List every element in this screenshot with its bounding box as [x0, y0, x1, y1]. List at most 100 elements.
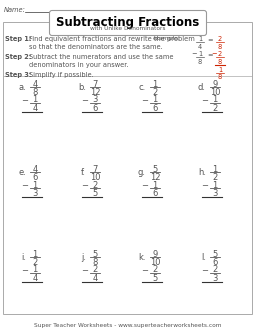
Text: 5: 5: [212, 250, 217, 259]
Text: =: =: [207, 52, 212, 58]
Text: g.: g.: [137, 168, 146, 177]
Text: 9: 9: [152, 250, 157, 259]
Text: 1: 1: [197, 51, 201, 57]
Text: −: −: [21, 267, 28, 276]
Text: Super Teacher Worksheets - www.superteacherworksheets.com: Super Teacher Worksheets - www.superteac…: [34, 323, 220, 328]
Text: −: −: [21, 96, 28, 106]
Text: 1: 1: [217, 67, 221, 73]
Text: −: −: [141, 96, 148, 106]
Bar: [3, 22, 251, 314]
Text: Name:: Name:: [4, 7, 26, 13]
Text: 9: 9: [212, 80, 217, 89]
Text: 1: 1: [32, 181, 38, 189]
Text: 2: 2: [152, 266, 157, 275]
Text: Simplify if possible.: Simplify if possible.: [29, 72, 93, 78]
Text: −: −: [81, 182, 88, 190]
Text: −: −: [201, 96, 208, 106]
Text: −: −: [190, 51, 196, 57]
Text: 10: 10: [149, 258, 160, 267]
Text: 6: 6: [152, 189, 157, 198]
Text: 5: 5: [152, 274, 157, 283]
Text: Find equivalent fractions and rewrite the problem: Find equivalent fractions and rewrite th…: [29, 36, 194, 42]
Text: 5: 5: [92, 189, 97, 198]
Text: 1: 1: [152, 95, 157, 105]
Text: a.: a.: [18, 83, 26, 92]
Text: 1: 1: [32, 95, 38, 105]
Text: h.: h.: [197, 168, 205, 177]
Text: 2: 2: [217, 36, 221, 42]
Text: 1: 1: [212, 165, 217, 174]
Text: f.: f.: [81, 168, 86, 177]
Text: d.: d.: [197, 83, 205, 92]
Text: 8: 8: [217, 59, 221, 65]
Text: k.: k.: [138, 253, 146, 262]
Text: −: −: [141, 182, 148, 190]
Text: 1: 1: [212, 181, 217, 189]
Text: −: −: [81, 267, 88, 276]
Text: 1: 1: [197, 36, 201, 42]
Text: with Unlike Denominators: with Unlike Denominators: [90, 26, 165, 31]
Text: 1: 1: [152, 80, 157, 89]
Text: 6: 6: [152, 104, 157, 113]
Text: 7: 7: [92, 165, 97, 174]
Text: b.: b.: [78, 83, 86, 92]
Text: 3: 3: [212, 274, 217, 283]
Text: 8: 8: [217, 74, 221, 80]
Text: 3: 3: [32, 189, 38, 198]
Text: 10: 10: [89, 173, 100, 182]
FancyBboxPatch shape: [49, 11, 206, 36]
Text: 4: 4: [197, 44, 201, 50]
Text: 2: 2: [212, 104, 217, 113]
Text: 3: 3: [92, 95, 97, 105]
Text: l.: l.: [200, 253, 205, 262]
Text: 2: 2: [92, 266, 97, 275]
Text: 4: 4: [32, 274, 38, 283]
Text: −: −: [81, 96, 88, 106]
Text: −: −: [201, 267, 208, 276]
Text: 4: 4: [92, 274, 97, 283]
Text: 5: 5: [152, 165, 157, 174]
Text: −: −: [201, 182, 208, 190]
Text: 8: 8: [197, 59, 201, 65]
Text: 6: 6: [212, 258, 217, 267]
Text: 12: 12: [89, 88, 100, 97]
Text: e.: e.: [18, 168, 26, 177]
Text: 6: 6: [32, 173, 38, 182]
Text: 3: 3: [212, 189, 217, 198]
Text: denominators in your answer.: denominators in your answer.: [29, 62, 128, 68]
Text: −: −: [141, 267, 148, 276]
Text: =: =: [207, 37, 212, 43]
Text: 5: 5: [92, 250, 97, 259]
Text: Step 2:: Step 2:: [5, 54, 31, 60]
Text: Step 3:: Step 3:: [5, 72, 31, 78]
Text: 4: 4: [32, 165, 38, 174]
Text: −: −: [21, 182, 28, 190]
Text: 4: 4: [32, 104, 38, 113]
Text: 2: 2: [217, 51, 221, 57]
Text: Subtract the numerators and use the same: Subtract the numerators and use the same: [29, 54, 173, 60]
Text: so that the denominators are the same.: so that the denominators are the same.: [29, 44, 162, 50]
Text: c.: c.: [138, 83, 146, 92]
Text: 2: 2: [92, 181, 97, 189]
Text: 1: 1: [32, 266, 38, 275]
Text: Subtracting Fractions: Subtracting Fractions: [56, 16, 199, 29]
Text: 4: 4: [32, 80, 38, 89]
Text: 10: 10: [209, 88, 219, 97]
Text: 8: 8: [217, 44, 221, 50]
Text: 12: 12: [149, 173, 160, 182]
Text: 2: 2: [32, 258, 38, 267]
Text: 6: 6: [92, 104, 97, 113]
Text: j.: j.: [81, 253, 86, 262]
Text: 2: 2: [152, 88, 157, 97]
Text: Step 1:: Step 1:: [5, 36, 31, 42]
Text: 8: 8: [92, 258, 97, 267]
Text: 1: 1: [32, 250, 38, 259]
Text: 7: 7: [92, 80, 97, 89]
Text: 1: 1: [212, 95, 217, 105]
Text: i.: i.: [21, 253, 26, 262]
Text: 1: 1: [152, 181, 157, 189]
Text: −: −: [210, 51, 216, 57]
Text: 2: 2: [212, 173, 217, 182]
Text: 2: 2: [212, 266, 217, 275]
Text: example:: example:: [152, 36, 180, 41]
